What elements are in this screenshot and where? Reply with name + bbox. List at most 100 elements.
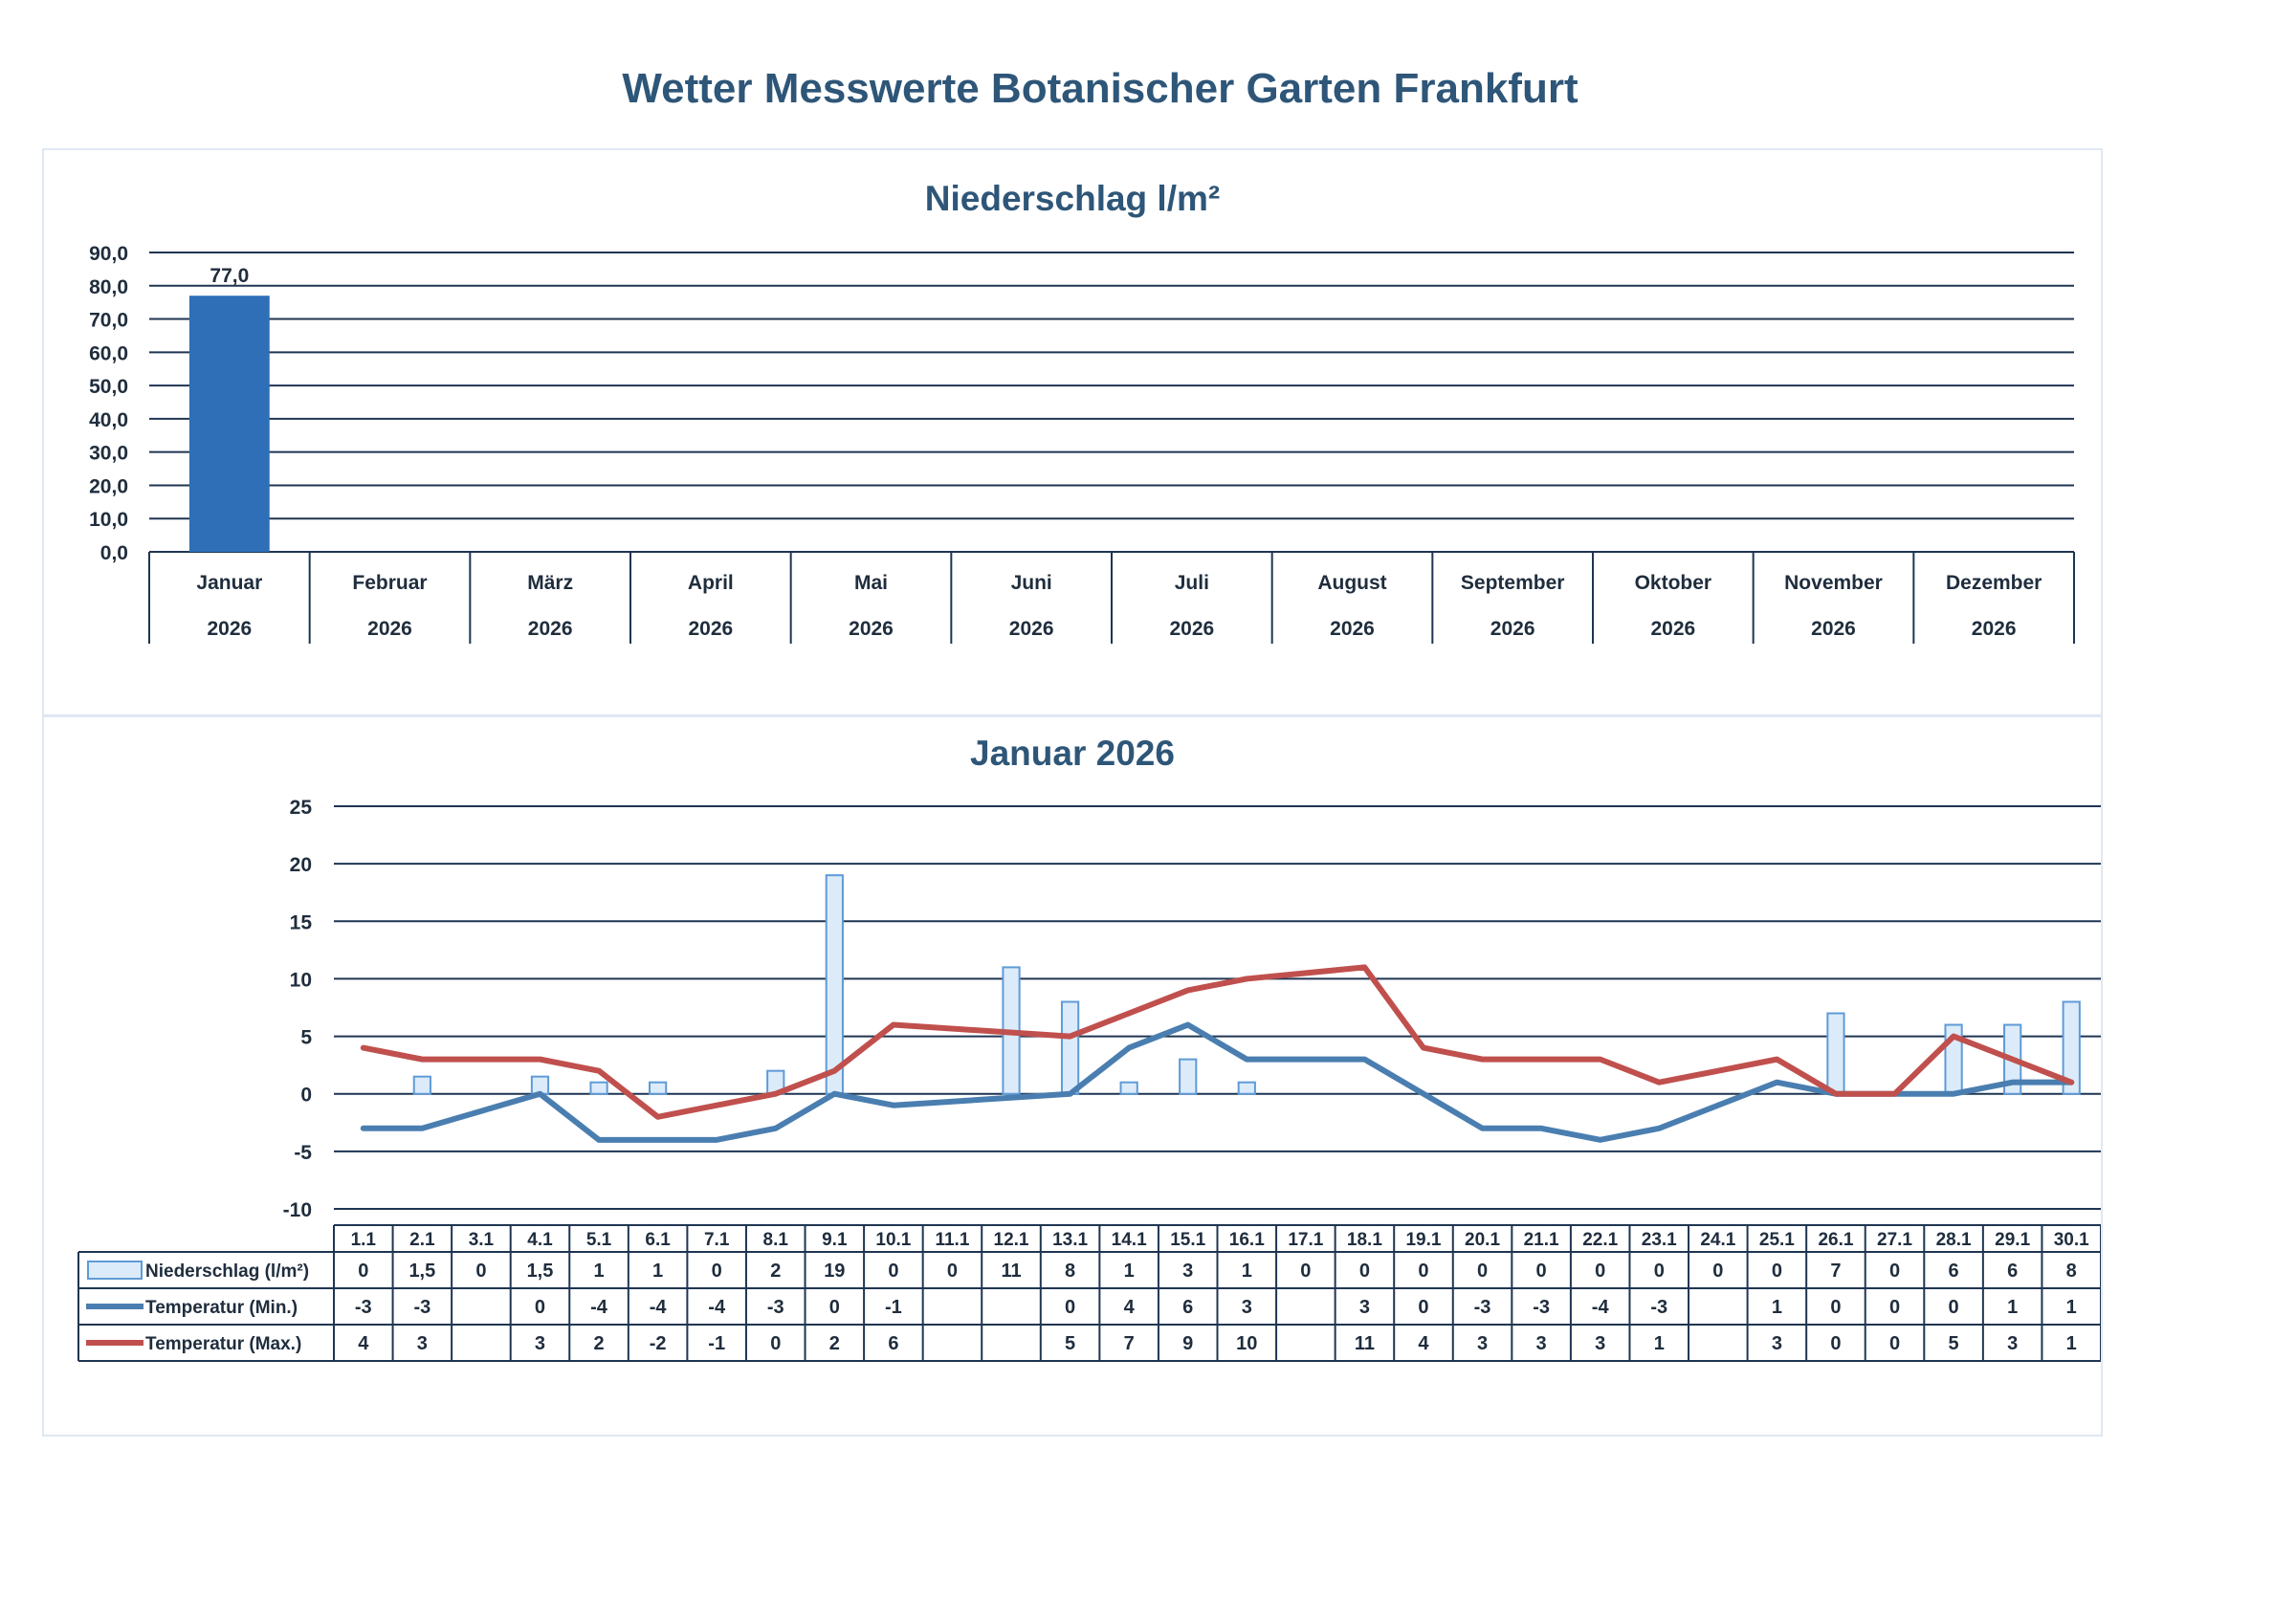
table-value: 0 — [1418, 1261, 1428, 1282]
x-tick-year: 2026 — [688, 618, 733, 640]
x-tick-month: Februar — [352, 572, 427, 594]
x-tick-month: August — [1317, 572, 1386, 594]
table-value: 10 — [1236, 1333, 1257, 1354]
x-tick-label: 5.1 — [586, 1230, 612, 1250]
x-tick-year: 2026 — [1490, 618, 1535, 640]
precip-bar — [825, 874, 844, 1095]
x-tick-year: 2026 — [1972, 618, 2017, 640]
table-value: 4 — [1418, 1333, 1429, 1354]
y-tick-label: 5 — [300, 1027, 312, 1049]
table-value: 3 — [1182, 1261, 1193, 1282]
precip-bar — [412, 1075, 431, 1095]
table-value: 0 — [1889, 1261, 1900, 1282]
y-tick-label: 10,0 — [89, 509, 128, 531]
y-tick-label: -5 — [294, 1142, 312, 1164]
table-value: 5 — [1065, 1333, 1075, 1354]
data-label: 77,0 — [210, 265, 249, 287]
x-tick-year: 2026 — [367, 618, 412, 640]
table-value: -3 — [1533, 1297, 1550, 1318]
table-value: 1,5 — [408, 1261, 435, 1282]
x-tick-year: 2026 — [1650, 618, 1695, 640]
x-tick-year: 2026 — [528, 618, 573, 640]
table-value: 0 — [1065, 1297, 1075, 1318]
x-tick-label: 21.1 — [1524, 1230, 1559, 1250]
table-value: 9 — [1182, 1333, 1193, 1354]
table-value: 1 — [2066, 1297, 2077, 1318]
table-value: 2 — [770, 1261, 781, 1282]
table-value: -4 — [1592, 1297, 1610, 1318]
legend-label: Temperatur (Min.) — [145, 1298, 298, 1318]
table-value: 1 — [593, 1261, 604, 1282]
table-value: 1 — [1654, 1333, 1665, 1354]
table-value: 0 — [1418, 1297, 1428, 1318]
x-tick-year: 2026 — [207, 618, 252, 640]
y-tick-label: 15 — [290, 911, 313, 933]
table-value: 3 — [1477, 1333, 1488, 1354]
table-value: 0 — [1889, 1333, 1900, 1354]
x-tick-label: 12.1 — [994, 1230, 1029, 1250]
x-tick-label: 14.1 — [1112, 1230, 1147, 1250]
x-tick-label: 23.1 — [1642, 1230, 1677, 1250]
temp-max-line — [360, 964, 2075, 1120]
table-value: 0 — [947, 1261, 958, 1282]
precip-bar — [648, 1081, 668, 1095]
x-tick-label: 20.1 — [1465, 1230, 1500, 1250]
legend-swatch-precip — [87, 1261, 143, 1280]
x-tick-month: April — [688, 572, 734, 594]
table-value: -4 — [650, 1297, 668, 1318]
table-value: 3 — [2007, 1333, 2018, 1354]
table-value: 0 — [1477, 1261, 1488, 1282]
x-tick-month: Juli — [1175, 572, 1209, 594]
table-value: 3 — [1359, 1297, 1370, 1318]
table-value: 3 — [1595, 1333, 1605, 1354]
table-value: 2 — [829, 1333, 840, 1354]
table-value: 1 — [1124, 1261, 1135, 1282]
table-value: 3 — [1536, 1333, 1547, 1354]
x-tick-label: 6.1 — [645, 1230, 671, 1250]
y-tick-label: 40,0 — [89, 409, 128, 431]
table-value: 0 — [1772, 1261, 1782, 1282]
y-tick-label: -10 — [283, 1199, 312, 1221]
x-tick-month: Dezember — [1946, 572, 2042, 594]
table-value: 0 — [1889, 1297, 1900, 1318]
x-tick-label: 16.1 — [1229, 1230, 1265, 1250]
x-tick-label: 4.1 — [527, 1230, 553, 1250]
x-tick-label: 29.1 — [1995, 1230, 2030, 1250]
x-tick-label: 1.1 — [351, 1230, 377, 1250]
x-tick-label: 3.1 — [469, 1230, 495, 1250]
table-value: -3 — [355, 1297, 372, 1318]
precip-bar — [2062, 1000, 2081, 1095]
x-tick-label: 9.1 — [822, 1230, 848, 1250]
table-value: 11 — [1001, 1261, 1021, 1282]
y-tick-label: 90,0 — [89, 243, 128, 265]
x-tick-label: 8.1 — [763, 1230, 789, 1250]
table-value: -3 — [1474, 1297, 1491, 1318]
x-tick-month: März — [527, 572, 573, 594]
x-tick-year: 2026 — [1811, 618, 1856, 640]
page-title: Wetter Messwerte Botanischer Garten Fran… — [622, 65, 1578, 112]
legend-label: Temperatur (Max.) — [145, 1334, 301, 1354]
table-value: 6 — [1182, 1297, 1193, 1318]
table-value: 0 — [475, 1261, 486, 1282]
table-value: 0 — [1712, 1261, 1723, 1282]
table-value: 1 — [2007, 1297, 2018, 1318]
precip-bar — [1060, 1000, 1080, 1095]
precip-bar — [1826, 1012, 1845, 1095]
y-tick-label: 0,0 — [100, 542, 128, 564]
table-value: 0 — [1359, 1261, 1370, 1282]
table-value: 8 — [1065, 1261, 1075, 1282]
table-value: 0 — [358, 1261, 368, 1282]
x-tick-month: November — [1784, 572, 1883, 594]
bar-januar — [188, 296, 270, 552]
x-tick-label: 27.1 — [1877, 1230, 1912, 1250]
table-value: 0 — [1595, 1261, 1605, 1282]
table-value: -3 — [767, 1297, 784, 1318]
table-value: 6 — [2007, 1261, 2018, 1282]
table-value: 6 — [1949, 1261, 1959, 1282]
precip-bar — [1119, 1081, 1138, 1095]
x-tick-year: 2026 — [1330, 618, 1375, 640]
table-value: -2 — [650, 1333, 667, 1354]
monthly-precipitation-chart: Niederschlag l/m² 90,0 80,0 70,0 60,0 50,0 40,… — [89, 179, 2075, 644]
legend-label: Niederschlag (l/m²) — [145, 1261, 309, 1282]
table-value: 0 — [829, 1297, 840, 1318]
